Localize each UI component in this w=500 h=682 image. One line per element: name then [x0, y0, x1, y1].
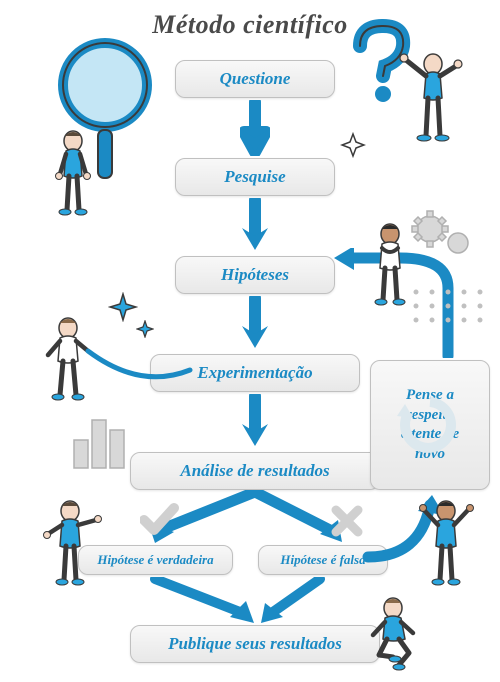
- step-pesquise: Pesquise: [175, 158, 335, 196]
- arrow-1: [240, 100, 270, 156]
- person-stand: [45, 128, 100, 218]
- person-hose: [30, 315, 200, 405]
- arrow-4: [240, 394, 270, 450]
- cross-icon: [330, 504, 364, 538]
- bars-icon: [70, 410, 130, 470]
- arrow-2: [240, 198, 270, 254]
- person-present: [42, 498, 107, 588]
- cycle-icon: [395, 390, 465, 460]
- gears-icon: [410, 205, 480, 265]
- sparkle-icon-1: [340, 132, 366, 158]
- step-questione: Questione: [175, 60, 335, 98]
- person-kneel: [365, 595, 435, 675]
- arrow-merge-left: [140, 577, 270, 627]
- check-icon: [140, 502, 180, 538]
- dots-grid-icon: [410, 286, 490, 326]
- person-raise: [418, 498, 478, 588]
- person-arms-crossed: [362, 222, 417, 307]
- arrow-3: [240, 296, 270, 352]
- step-hipoteses: Hipóteses: [175, 256, 335, 294]
- step-publique: Publique seus resultados: [130, 625, 380, 663]
- person-reach: [398, 48, 468, 148]
- arrow-merge-right: [255, 577, 345, 627]
- step-analise: Análise de resultados: [130, 452, 380, 490]
